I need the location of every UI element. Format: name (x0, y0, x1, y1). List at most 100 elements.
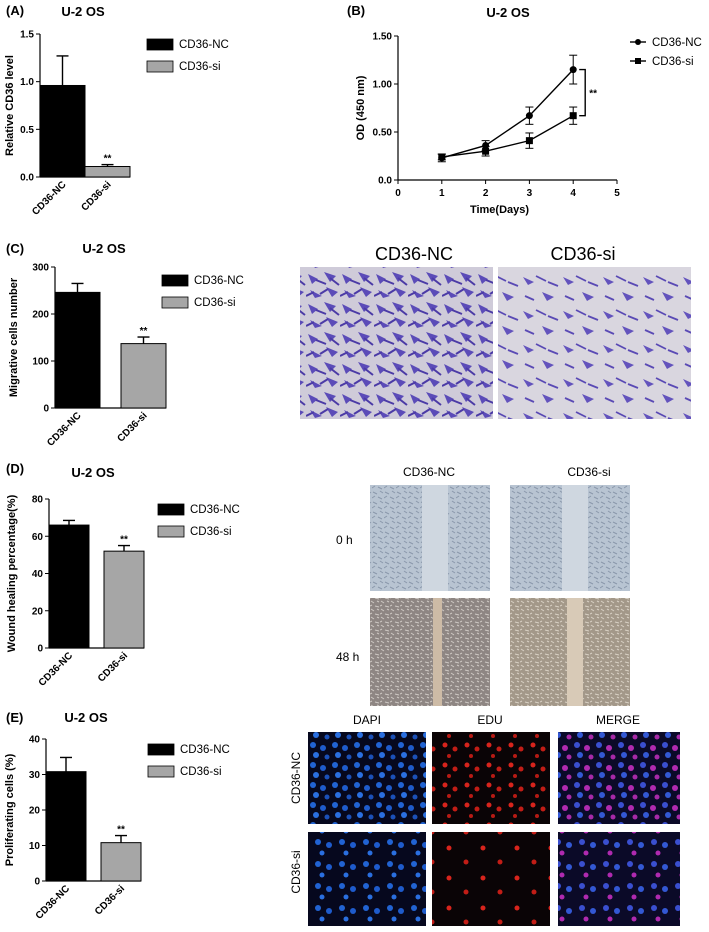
chart-a-ytick-label: 0.0 (20, 173, 34, 184)
if-image-dapi-nc (308, 732, 426, 824)
chart-c-bar-si (120, 343, 167, 409)
chart-d-bar-nc (48, 524, 90, 649)
chart-d-ylabel: Wound healing percentage(%) (6, 494, 18, 652)
chart-e-bar-nc (45, 771, 87, 882)
chart-a-bar-nc (39, 84, 86, 178)
if-col-label-merge: MERGE (596, 713, 640, 727)
chart-d-title: U-2 OS (71, 465, 115, 480)
chart-a-xtick-label: CD36-NC (30, 179, 68, 217)
chart-e-significance: ** (117, 825, 125, 836)
chart-a-ytick-label: 1.0 (20, 77, 34, 88)
chart-d-xtick-label: CD36-NC (37, 650, 75, 688)
chart-c: 0 100 200 300 Migrative cells number CD36-NC *… (8, 263, 244, 449)
chart-a-legend-swatch-si (146, 60, 174, 73)
chart-b-line-nc (441, 69, 574, 159)
chart-b-point-si (569, 112, 577, 120)
chart-e-ylabel: Proliferating cells (%) (4, 753, 16, 866)
chart-b-ytick-label: 0.50 (373, 128, 393, 139)
chart-e-legend-swatch-nc (147, 743, 175, 756)
chart-b-point-nc (482, 141, 490, 149)
chart-b-ytick-label: 1.00 (373, 80, 393, 91)
chart-b: 0.0 0.50 1.00 1.50 0 1 2 3 4 5 Time(Days) OD (450 n… (355, 32, 702, 217)
chart-c-title: U-2 OS (82, 241, 126, 256)
chart-c-ylabel: Migrative cells number (8, 277, 20, 397)
chart-c-bar-nc (54, 291, 101, 409)
chart-b-line-si (441, 115, 574, 158)
wound-col-label-nc: CD36-NC (403, 465, 455, 479)
chart-e-bar-si (100, 842, 142, 882)
chart-c-xtick-label: CD36-si (116, 410, 150, 444)
chart-c-legend-swatch-nc (161, 274, 189, 287)
chart-b-point-si (525, 137, 533, 145)
transwell-label-nc: CD36-NC (375, 244, 453, 264)
chart-d-ytick-label: 0 (37, 644, 43, 655)
chart-b-significance-bracket (579, 68, 586, 117)
chart-a-ylabel: Relative CD36 level (4, 55, 16, 156)
chart-d-ytick-label: 80 (32, 495, 44, 506)
chart-b-xtick-label: 1 (439, 188, 445, 199)
chart-c-legend-label-si: CD36-si (194, 297, 236, 309)
chart-b-ytick-label: 0.0 (378, 176, 392, 187)
if-image-dapi-si (308, 832, 426, 926)
chart-d-bar-si (103, 550, 145, 649)
panel-label-e: (E) (6, 710, 23, 725)
chart-b-xtick-label: 3 (527, 188, 533, 199)
transwell-label-si: CD36-si (550, 244, 615, 264)
transwell-image-si (498, 267, 691, 419)
transwell-image-nc (300, 267, 493, 419)
chart-c-ytick-label: 0 (43, 404, 49, 415)
chart-b-xtick-label: 4 (570, 188, 576, 199)
wound-image-si-0h (510, 485, 630, 591)
wound-image-nc-0h (370, 485, 490, 591)
chart-e-ytick-label: 10 (29, 841, 41, 852)
chart-a-significance: ** (104, 154, 112, 165)
panel-a: (A) U-2 OS 0.0 0.5 1.0 1.5 Relative CD36 lev… (4, 3, 229, 218)
chart-a: 0.0 0.5 1.0 1.5 Relative CD36 level CD36-NC **… (4, 30, 229, 218)
chart-d-legend-label-nc: CD36-NC (190, 504, 240, 516)
chart-b-legend-marker-nc (635, 39, 641, 45)
chart-b-ylabel: OD (450 nm) (355, 75, 367, 140)
chart-b-xlabel: Time(Days) (470, 204, 529, 216)
chart-b-point-si (438, 153, 446, 161)
if-image-edu-nc (432, 732, 550, 824)
panel-label-a: (A) (6, 3, 24, 18)
if-image-edu-si (432, 832, 550, 926)
chart-b-title: U-2 OS (486, 5, 530, 20)
if-row-label-si: CD36-si (289, 850, 303, 893)
chart-e: 0 10 20 30 40 Proliferating cells (%) CD36-NC *… (4, 735, 230, 922)
panel-e: (E) U-2 OS 0 10 20 30 40 Proliferating cells … (4, 710, 680, 926)
chart-b-ytick-label: 1.50 (373, 32, 393, 43)
wound-row-label-0h: 0 h (336, 533, 353, 547)
chart-d-legend-swatch-si (157, 525, 185, 538)
chart-a-title: U-2 OS (61, 4, 105, 19)
chart-c-ytick-label: 100 (32, 357, 49, 368)
chart-a-bar-si (84, 166, 131, 178)
wound-col-label-si: CD36-si (567, 465, 610, 479)
chart-e-ytick-label: 0 (34, 877, 40, 888)
chart-a-legend-swatch-nc (146, 38, 174, 51)
chart-a-legend-label-nc: CD36-NC (179, 39, 229, 51)
chart-c-legend-label-nc: CD36-NC (194, 275, 244, 287)
chart-c-legend-swatch-si (161, 296, 189, 309)
panel-label-d: (D) (6, 461, 24, 476)
chart-e-legend-swatch-si (147, 765, 175, 778)
chart-e-ytick-label: 30 (29, 770, 41, 781)
wound-image-si-48h (510, 598, 630, 706)
panel-b: (B) U-2 OS 0.0 0.50 1.00 1.50 0 1 2 3 4 5 Time(Day… (347, 3, 702, 216)
chart-a-ytick-label: 0.5 (20, 125, 34, 136)
chart-d-xtick-label: CD36-si (96, 650, 130, 684)
chart-b-point-nc (569, 66, 577, 74)
chart-a-xtick-label: CD36-si (80, 179, 114, 213)
chart-c-xtick-label: CD36-NC (45, 410, 83, 448)
chart-b-point-si (482, 147, 490, 155)
chart-d: 0 20 40 60 80 Wound healing percentage(%) CD36… (6, 494, 240, 688)
chart-c-significance: ** (140, 326, 148, 337)
chart-e-xtick-label: CD36-NC (34, 883, 72, 921)
chart-d-ytick-label: 60 (32, 532, 44, 543)
chart-e-legend-label-si: CD36-si (180, 766, 222, 778)
chart-d-legend-swatch-nc (157, 503, 185, 516)
chart-e-xtick-label: CD36-si (93, 883, 127, 917)
wound-image-nc-48h (370, 598, 490, 706)
chart-e-legend-label-nc: CD36-NC (180, 744, 230, 756)
chart-d-ytick-label: 20 (32, 606, 44, 617)
